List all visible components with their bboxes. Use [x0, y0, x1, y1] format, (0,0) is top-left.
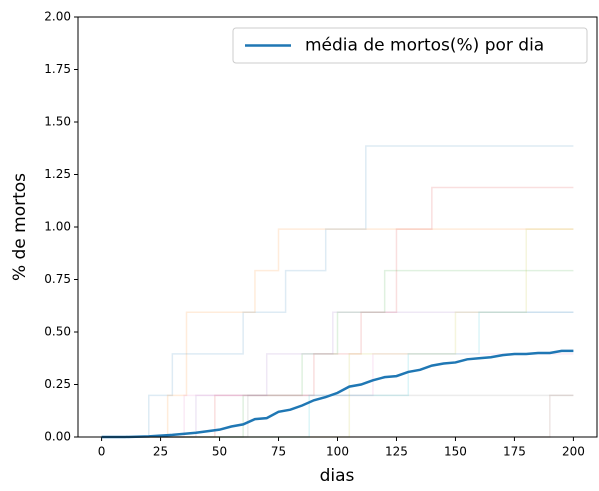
run-line — [101, 394, 574, 438]
x-tick-label: 150 — [444, 445, 467, 459]
y-tick-label: 1.25 — [44, 167, 71, 181]
y-tick-label: 1.75 — [44, 62, 71, 76]
y-tick-label: 0.50 — [44, 325, 71, 339]
plot-frame — [77, 16, 598, 438]
y-tick-label: 1.00 — [44, 220, 71, 234]
y-tick-label: 2.00 — [44, 10, 71, 24]
mean-line — [101, 349, 574, 439]
legend-label: média de mortos(%) por dia — [305, 36, 544, 56]
y-tick-label: 0.75 — [44, 272, 71, 286]
x-axis-label: dias — [320, 466, 355, 486]
x-tick-label: 125 — [385, 445, 408, 459]
legend-box — [232, 27, 588, 64]
run-line — [101, 145, 574, 438]
x-tick-label: 25 — [153, 445, 168, 459]
x-tick-label: 75 — [271, 445, 286, 459]
run-line — [101, 228, 574, 438]
run-line — [101, 311, 574, 438]
run-line — [101, 311, 574, 438]
x-tick-label: 100 — [326, 445, 349, 459]
y-tick-label: 1.50 — [44, 115, 71, 129]
x-tick-label: 175 — [503, 445, 526, 459]
x-tick-label: 0 — [98, 445, 106, 459]
y-tick-label: 0.00 — [44, 430, 71, 444]
run-line — [101, 394, 574, 438]
y-axis-label: % de mortos — [10, 173, 30, 281]
x-tick-label: 200 — [562, 445, 585, 459]
run-line — [101, 186, 574, 438]
x-tick-label: 50 — [212, 445, 227, 459]
run-line — [101, 228, 574, 438]
y-tick-label: 0.25 — [44, 377, 71, 391]
run-line — [101, 269, 574, 438]
